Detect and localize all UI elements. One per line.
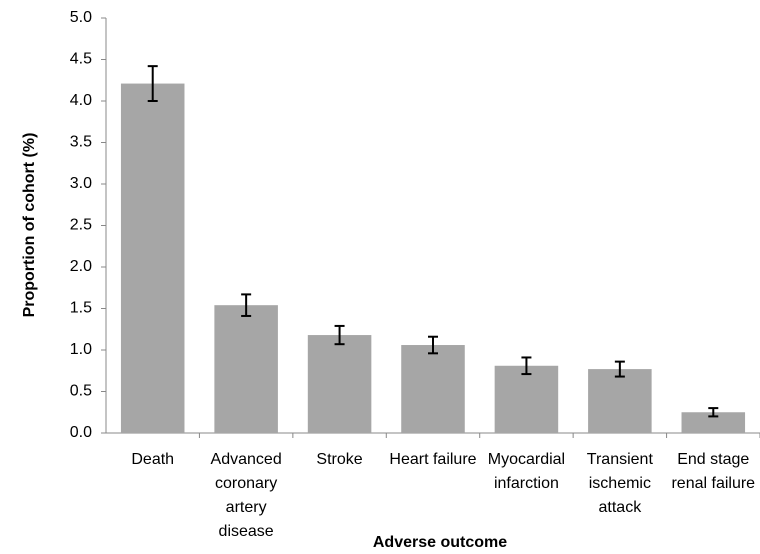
y-tick-label: 5.0 [70, 9, 92, 26]
y-tick-label: 2.0 [70, 258, 92, 275]
x-tick-label: Myocardial infarction [487, 451, 566, 492]
bar [120, 83, 185, 433]
y-tick-label: 1.0 [70, 341, 92, 358]
y-tick-label: 3.5 [70, 134, 92, 151]
x-tick-label: Advanced coronary artery disease [210, 451, 282, 540]
y-tick-label: 4.5 [70, 51, 92, 68]
x-tick-label: Stroke [316, 451, 363, 468]
x-tick-label: Transient ischemic attack [586, 451, 653, 516]
x-tick-label: Heart failure [389, 451, 477, 468]
y-tick-label: 3.0 [70, 175, 92, 192]
y-tick-label: 2.5 [70, 217, 92, 234]
bar [214, 305, 278, 433]
x-tick-label: Death [131, 451, 175, 468]
x-axis-label: Adverse outcome [373, 534, 507, 551]
bar [681, 412, 746, 433]
bar [588, 369, 652, 433]
y-tick-label: 4.0 [70, 92, 92, 109]
bar [401, 345, 465, 433]
x-tick-label: End stage renal failure [671, 451, 756, 492]
bar [494, 365, 559, 433]
y-tick-label: 1.5 [70, 300, 92, 317]
bar [307, 335, 372, 433]
y-axis-label: Proportion of cohort (%) [21, 133, 38, 318]
y-tick-label: 0.5 [70, 383, 92, 400]
y-tick-label: 0.0 [70, 424, 92, 441]
